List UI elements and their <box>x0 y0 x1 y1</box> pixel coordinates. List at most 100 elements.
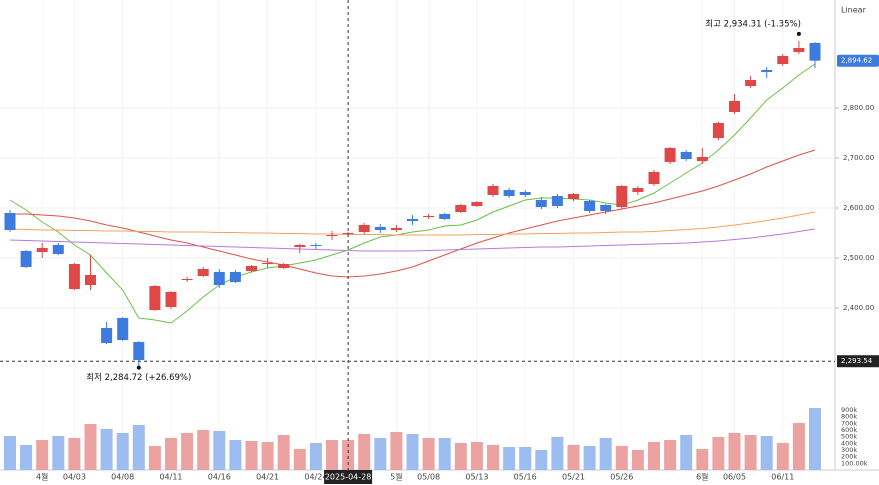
y-tick-label: 2,800.00 <box>843 104 874 112</box>
volume-bar <box>277 435 290 470</box>
volume-tick-label: 600k <box>841 426 857 434</box>
volume-bar <box>535 450 548 470</box>
volume-bar <box>648 442 660 470</box>
y-tick-label: 2,400.00 <box>843 304 874 312</box>
candle-body <box>696 157 708 161</box>
candle-body <box>165 292 177 307</box>
volume-tick-label: 500k <box>841 433 857 441</box>
volume-bar <box>165 438 177 470</box>
y-tick-label: 2,700.00 <box>843 154 874 162</box>
candle-body <box>680 152 692 159</box>
volume-bar <box>809 408 821 470</box>
volume-bar <box>36 440 49 470</box>
x-tick-label: 05/16 <box>514 473 537 482</box>
volume-bar <box>792 423 805 470</box>
x-tick-label: 06/05 <box>723 473 746 482</box>
candle-body <box>310 245 322 246</box>
volume-bar <box>4 436 16 470</box>
volume-bar <box>680 435 693 470</box>
candle-body <box>149 286 161 310</box>
candle-body <box>729 101 740 112</box>
volume-bar <box>438 438 451 470</box>
volume-bar <box>20 445 33 470</box>
volume-tick-label: 300k <box>841 446 857 454</box>
candle-body <box>439 214 451 219</box>
candle-body <box>374 227 386 230</box>
volume-bar <box>776 443 789 470</box>
y-tick-label: 2,600.00 <box>843 204 874 212</box>
volume-bar <box>261 442 274 470</box>
candle-body <box>181 279 193 280</box>
candle-body <box>568 194 579 199</box>
candle-body <box>471 202 483 206</box>
candle-body <box>423 216 435 217</box>
candle-body <box>246 266 257 271</box>
volume-tick-label: 900k <box>841 406 857 414</box>
moving-average-line <box>10 149 816 278</box>
scale-label: Linear <box>841 6 867 15</box>
moving-average-line <box>9 63 816 324</box>
volume-bar <box>84 424 97 470</box>
candle-body <box>777 56 789 64</box>
moving-average-line <box>9 211 816 236</box>
candle-body <box>68 264 80 289</box>
volume-bar <box>213 431 226 470</box>
candle-body <box>761 70 773 72</box>
volume-bar <box>148 446 161 470</box>
volume-bar <box>712 437 725 470</box>
candle-body <box>793 48 805 52</box>
volume-bar <box>100 429 113 470</box>
candle-body <box>745 80 757 86</box>
x-tick-label: 6월 <box>696 472 708 482</box>
candle-body <box>809 43 821 61</box>
candle-body <box>229 272 241 282</box>
crosshair-x-label: 2025-04-28 <box>325 473 372 482</box>
x-tick-label: 04/03 <box>63 473 86 482</box>
candle-body <box>213 272 225 285</box>
volume-bar <box>374 438 387 470</box>
volume-bar <box>454 443 467 470</box>
volume-bar <box>567 445 580 470</box>
y-tick-label: 2,500.00 <box>843 254 874 262</box>
volume-bar <box>181 433 194 470</box>
x-tick-label: 04/16 <box>208 473 231 482</box>
low-marker <box>136 365 141 370</box>
candle-body <box>262 263 274 264</box>
candle-body <box>358 225 370 232</box>
candle-body <box>278 264 290 268</box>
candle-body <box>535 200 547 207</box>
volume-bar <box>390 432 403 470</box>
candle-body <box>648 172 660 184</box>
volume-bar <box>599 438 612 470</box>
volume-tick-label: 100.00k <box>841 459 868 467</box>
volume-bar <box>631 450 644 470</box>
volume-bar <box>487 445 499 470</box>
volume-bar <box>293 449 306 470</box>
volume-bar <box>229 440 242 470</box>
volume-bar <box>696 449 709 470</box>
candle-body <box>117 318 129 340</box>
candle-body <box>519 192 531 195</box>
candle-body <box>407 219 418 221</box>
volume-bar <box>326 440 338 470</box>
volume-bar <box>503 447 516 470</box>
volume-bar <box>342 440 355 470</box>
x-tick-label: 4월 <box>36 472 48 482</box>
volume-tick-label: 400k <box>841 439 857 447</box>
volume-bar <box>744 435 757 470</box>
last-price-box <box>837 54 879 67</box>
candle-body <box>584 201 596 211</box>
candle-body <box>85 275 96 285</box>
candle-body <box>52 245 64 254</box>
volume-bar <box>245 441 258 470</box>
candle-body <box>487 186 499 195</box>
low-annotation: 최저 2,284.72 (+26.69%) <box>86 372 191 383</box>
volume-bar <box>470 442 483 470</box>
volume-bar <box>583 446 596 470</box>
x-tick-label: 04/24 <box>304 473 327 482</box>
candle-body <box>4 213 16 230</box>
volume-bar <box>728 433 741 470</box>
candle-body <box>342 233 354 234</box>
candle-body <box>197 269 209 276</box>
